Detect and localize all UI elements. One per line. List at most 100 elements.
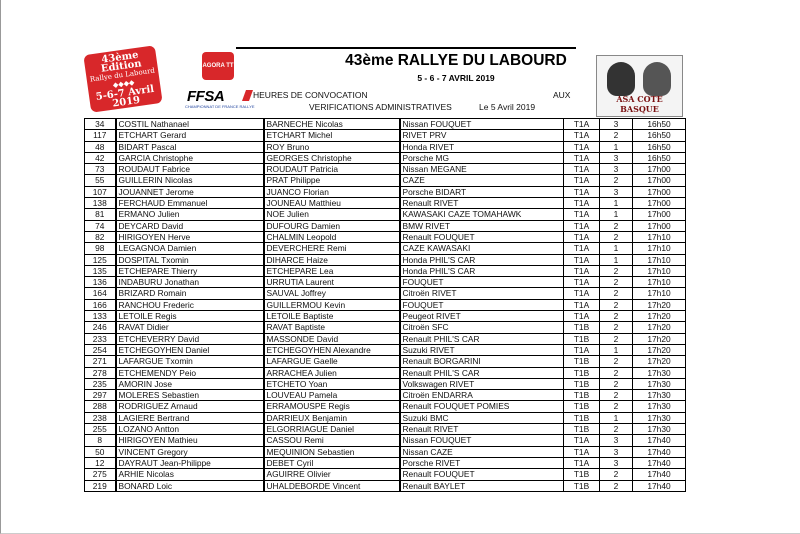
class-cell: 2 — [599, 423, 633, 436]
convocation-time-cell: 17h30 — [632, 423, 686, 436]
class-cell: 2 — [599, 479, 633, 492]
driver-cell: BONARD Loic — [114, 479, 264, 492]
car-number-cell: 278 — [84, 366, 116, 379]
table-row: 81 ERMANO Julien NOE Julien KAWASAKI CAZE T… — [84, 208, 686, 221]
car-number-cell: 246 — [84, 321, 116, 334]
table-row: 98 LEGAGNOA Damien DEVERCHERE Remi CAZE KAW… — [84, 242, 686, 255]
convocation-time-cell: 17h10 — [632, 253, 686, 266]
table-row: 136 INDABURU Jonathan URRUTIA Laurent FOUQU… — [84, 276, 686, 289]
car-preparer-cell: Porsche BIDART — [398, 185, 564, 199]
convocation-time-cell: 17h40 — [632, 445, 686, 458]
co-driver-cell: ETCHETO Yoan — [262, 377, 400, 391]
table-row: 238 LAGIERE Bertrand DARRIEUX Benjamin Suzu… — [84, 411, 686, 425]
car-preparer-cell: Suzuki RIVET — [398, 343, 564, 357]
group-cell: T1A — [563, 264, 600, 278]
car-number-cell: 238 — [84, 411, 116, 425]
table-row: 138 FERCHAUD Emmanuel JOUNEAU Matthieu Rena… — [84, 197, 686, 210]
driver-cell: ETCHEMENDY Peio — [114, 366, 264, 379]
table-row: 133 LETOILE Regis LETOILE Baptiste Peugeot … — [84, 310, 686, 323]
driver-cell: ROUDAUT Fabrice — [114, 163, 264, 176]
class-cell: 1 — [599, 242, 633, 255]
class-cell: 2 — [599, 230, 633, 244]
co-driver-cell: JOUNEAU Matthieu — [262, 197, 400, 210]
edition-badge-logo: 43ème Edition Rallye du Labourd ◆◆◆◆ 5-6-7 … — [83, 45, 163, 113]
car-preparer-cell: Renault PHIL'S CAR — [398, 366, 564, 379]
driver-cell: ETCHEVERRY David — [114, 332, 264, 345]
driver-cell: BRIZARD Romain — [114, 287, 264, 300]
car-number-cell: 8 — [84, 434, 116, 447]
group-cell: T1B — [563, 332, 600, 345]
class-cell: 2 — [599, 355, 633, 368]
convocation-time-cell: 17h20 — [632, 321, 686, 334]
class-cell: 2 — [599, 298, 633, 312]
car-preparer-cell: Renault PHIL'S CAR — [398, 332, 564, 345]
group-cell: T1A — [563, 208, 600, 221]
car-number-cell: 50 — [84, 445, 116, 458]
car-number-cell: 219 — [84, 479, 116, 492]
convocation-time-cell: 17h20 — [632, 310, 686, 323]
driver-cell: ETCHEGOYHEN Daniel — [114, 343, 264, 357]
car-number-cell: 42 — [84, 151, 116, 165]
driver-cell: AMORIN Jose — [114, 377, 264, 391]
table-row: 166 RANCHOU Frederic GUILLERMOU Kevin FOUQU… — [84, 298, 686, 312]
asa-cote-basque-logo: ASA COTE BASQUE — [596, 55, 683, 117]
co-driver-cell: JUANCO Florian — [262, 185, 400, 199]
class-cell: 1 — [599, 197, 633, 210]
header-rule — [236, 47, 576, 49]
class-cell: 2 — [599, 332, 633, 345]
group-cell: T1B — [563, 321, 600, 334]
driver-cell: LEGAGNOA Damien — [114, 242, 264, 255]
convocation-time-cell: 16h50 — [632, 151, 686, 165]
car-number-cell: 164 — [84, 287, 116, 300]
class-cell: 2 — [599, 287, 633, 300]
car-number-cell: 98 — [84, 242, 116, 255]
car-preparer-cell: CAZE — [398, 174, 564, 187]
driver-cell: GUILLERIN Nicolas — [114, 174, 264, 187]
car-preparer-cell: Renault BAYLET — [398, 479, 564, 492]
car-preparer-cell: Nissan MEGANE — [398, 163, 564, 176]
group-cell: T1B — [563, 366, 600, 379]
class-cell: 3 — [599, 163, 633, 176]
class-cell: 2 — [599, 389, 633, 402]
driver-cell: ARHIE Nicolas — [114, 468, 264, 481]
group-cell: T1A — [563, 129, 600, 142]
car-number-cell: 55 — [84, 174, 116, 187]
class-cell: 3 — [599, 117, 633, 131]
co-driver-cell: DIHARCE Haize — [262, 253, 400, 266]
convocation-time-cell: 17h40 — [632, 434, 686, 447]
co-driver-cell: CASSOU Remi — [262, 434, 400, 447]
co-driver-cell: SAUVAL Joffrey — [262, 287, 400, 300]
car-number-cell: 271 — [84, 355, 116, 368]
class-cell: 1 — [599, 208, 633, 221]
convocation-heading-aux: AUX — [553, 90, 571, 100]
verification-date: Le 5 Avril 2019 — [479, 102, 536, 112]
car-number-cell: 233 — [84, 332, 116, 345]
table-row: 82 HIRIGOYEN Herve CHALMIN Leopold Renault … — [84, 230, 686, 244]
car-preparer-cell: Nissan FOUQUET — [398, 117, 564, 131]
group-cell: T1A — [563, 253, 600, 266]
convocation-time-cell: 17h30 — [632, 411, 686, 425]
class-cell: 2 — [599, 276, 633, 289]
table-row: 164 BRIZARD Romain SAUVAL Joffrey Citroën R… — [84, 287, 686, 300]
co-driver-cell: ETCHART Michel — [262, 129, 400, 142]
co-driver-cell: MEQUINION Sebastien — [262, 445, 400, 458]
convocation-time-cell: 17h10 — [632, 264, 686, 278]
convocation-time-cell: 17h20 — [632, 332, 686, 345]
co-driver-cell: LOUVEAU Pamela — [262, 389, 400, 402]
driver-cell: MOLERES Sebastien — [114, 389, 264, 402]
group-cell: T1A — [563, 174, 600, 187]
convocation-time-cell: 17h00 — [632, 208, 686, 221]
car-number-cell: 288 — [84, 400, 116, 413]
class-cell: 1 — [599, 140, 633, 153]
car-number-cell: 48 — [84, 140, 116, 153]
group-cell: T1A — [563, 117, 600, 131]
driver-cell: RAVAT Didier — [114, 321, 264, 334]
co-driver-cell: ELGORRIAGUE Daniel — [262, 423, 400, 436]
co-driver-cell: LAFARGUE Gaelle — [262, 355, 400, 368]
group-cell: T1A — [563, 185, 600, 199]
car-preparer-cell: Volkswagen RIVET — [398, 377, 564, 391]
convocation-time-cell: 17h10 — [632, 230, 686, 244]
driver-cell: ETCHEPARE Thierry — [114, 264, 264, 278]
co-driver-cell: DUFOURG Damien — [262, 219, 400, 232]
